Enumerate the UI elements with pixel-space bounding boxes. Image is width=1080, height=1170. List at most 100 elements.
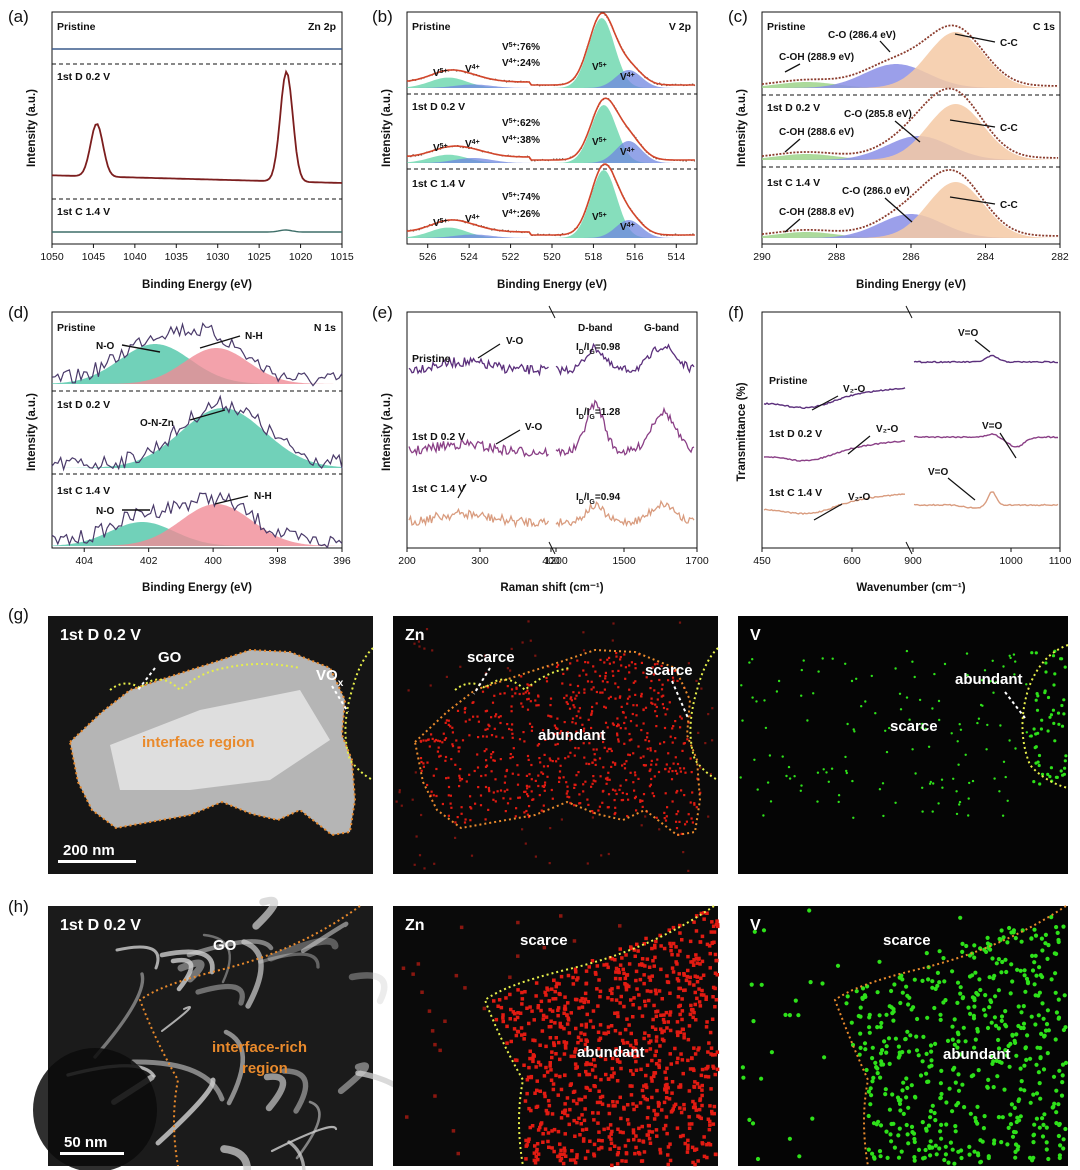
- g-zn-dot: [527, 758, 530, 761]
- g-zn-dot: [512, 747, 515, 750]
- g-zn-dot: [510, 705, 513, 708]
- h-zn-dot: [625, 1017, 629, 1021]
- h-v-dot: [938, 1017, 943, 1023]
- h-v-dot: [999, 928, 1004, 933]
- h-zn-dot: [505, 1041, 509, 1045]
- h-zn-dot: [665, 1066, 669, 1071]
- h-zn-dot: [536, 1157, 540, 1162]
- h-v-dot: [1019, 1025, 1024, 1031]
- h-v-dot: [906, 1105, 911, 1110]
- h-zn-dot: [652, 1074, 656, 1079]
- g-zn-dot: [521, 828, 524, 831]
- h-zn-dot: [411, 972, 415, 976]
- a-tick-label-2: 1040: [123, 251, 147, 263]
- h-zn-dot: [527, 1137, 531, 1141]
- g-zn-dot: [481, 690, 485, 693]
- h-zn-dot: [695, 975, 699, 979]
- h-zn-dot: [558, 1021, 562, 1026]
- h-zn-dot: [505, 1024, 509, 1029]
- h-fiber: [223, 1029, 246, 1106]
- g-zn-dot: [654, 750, 657, 753]
- h-zn-dot: [620, 1159, 624, 1163]
- h-v-dot: [1033, 953, 1038, 958]
- g-zn-dot: [438, 755, 441, 758]
- g-zn-dot: [614, 763, 617, 766]
- h-v-dot: [955, 1000, 960, 1006]
- b-peak-label-2-0: V5+: [433, 218, 448, 230]
- h-v-dot: [1031, 1092, 1036, 1097]
- g-v-dot: [753, 758, 756, 761]
- h-zn-dot: [654, 1035, 659, 1039]
- h-zn-dot: [563, 1111, 567, 1116]
- h-zn-dot: [584, 969, 589, 973]
- h-v-dot: [983, 993, 988, 998]
- h-zn-dot: [704, 1025, 709, 1029]
- h-v-dot: [996, 957, 1002, 962]
- h-zn-dot: [694, 914, 699, 918]
- g-zn-dot: [667, 669, 670, 672]
- g-zn-dot: [674, 769, 677, 772]
- h-v-dot: [942, 979, 947, 984]
- h-zn-dot: [589, 1062, 593, 1066]
- h-zn-dot: [638, 1101, 643, 1105]
- h-v-dot: [987, 1005, 992, 1010]
- h-v-dot: [928, 1115, 933, 1120]
- h-zn-dot: [643, 999, 647, 1004]
- f-arrow-low-2: [813, 503, 843, 521]
- g-zn-dot: [568, 707, 572, 710]
- g-zn-dot: [604, 706, 607, 709]
- h-v-dot: [971, 1016, 977, 1021]
- h-zn-dot: [527, 1021, 531, 1026]
- g-v-dot: [885, 750, 889, 754]
- h-v-dot: [1014, 1053, 1019, 1058]
- g-zn-dot: [504, 775, 507, 778]
- h-zn-dot: [662, 1013, 666, 1017]
- g-zn-dot: [558, 780, 561, 783]
- h-zn-dot: [667, 928, 671, 932]
- h-zn-dot: [643, 1096, 647, 1101]
- h-zn-title: Zn: [405, 917, 425, 934]
- h-zn-dot: [640, 957, 645, 961]
- g-zn-dot: [528, 805, 531, 808]
- g-zn-dot: [662, 694, 665, 697]
- h-zn-dot: [647, 1124, 651, 1128]
- h-zn-dot: [543, 1094, 547, 1099]
- d-tick-label-1: 402: [140, 555, 158, 567]
- h-zn-dot: [669, 1110, 674, 1114]
- h-fiber: [295, 1100, 321, 1160]
- h-zn-dot: [559, 974, 564, 979]
- g-v-dot: [943, 662, 947, 666]
- h-zn-dot: [697, 1115, 702, 1119]
- h-v-dot: [977, 977, 982, 982]
- f-high-2: V=O: [928, 467, 949, 478]
- h-v-dot: [950, 1037, 955, 1042]
- h-zn-dot: [550, 987, 554, 991]
- g-zn-dot: [688, 714, 692, 717]
- h-zn-dot: [666, 1153, 670, 1157]
- g-v-dot: [976, 721, 979, 725]
- h-zn-dot: [666, 1086, 670, 1090]
- h-v-dot: [822, 1055, 827, 1060]
- g-zn-dot: [676, 772, 679, 775]
- h-zn-dot: [692, 1010, 696, 1015]
- g-zn-dot: [495, 735, 498, 738]
- h-zn-dot: [609, 1024, 614, 1028]
- h-zn-dot: [656, 1100, 661, 1105]
- h-zn-dot: [563, 1132, 567, 1136]
- b-peak-label-sup-2-1: 4+: [472, 214, 480, 221]
- g-zn-dot: [599, 691, 602, 694]
- g-zn-dot: [449, 802, 452, 805]
- g-zn-dot: [679, 726, 682, 729]
- g-zn-dot: [535, 704, 538, 707]
- g-zn-dot: [657, 770, 661, 774]
- g-zn-dot: [620, 705, 623, 708]
- g-zn-dot: [602, 740, 605, 744]
- h-zn-dot: [547, 1145, 551, 1149]
- h-zn-dot: [585, 1072, 589, 1077]
- g-zn-dot: [543, 753, 546, 756]
- h-zn-dot: [653, 1071, 658, 1075]
- h-v-dot: [1056, 1102, 1061, 1107]
- h-zn-dot: [538, 1043, 542, 1047]
- c-coh-0: C-OH (288.9 eV): [779, 52, 854, 63]
- c-cc-2: C-C: [1000, 200, 1018, 211]
